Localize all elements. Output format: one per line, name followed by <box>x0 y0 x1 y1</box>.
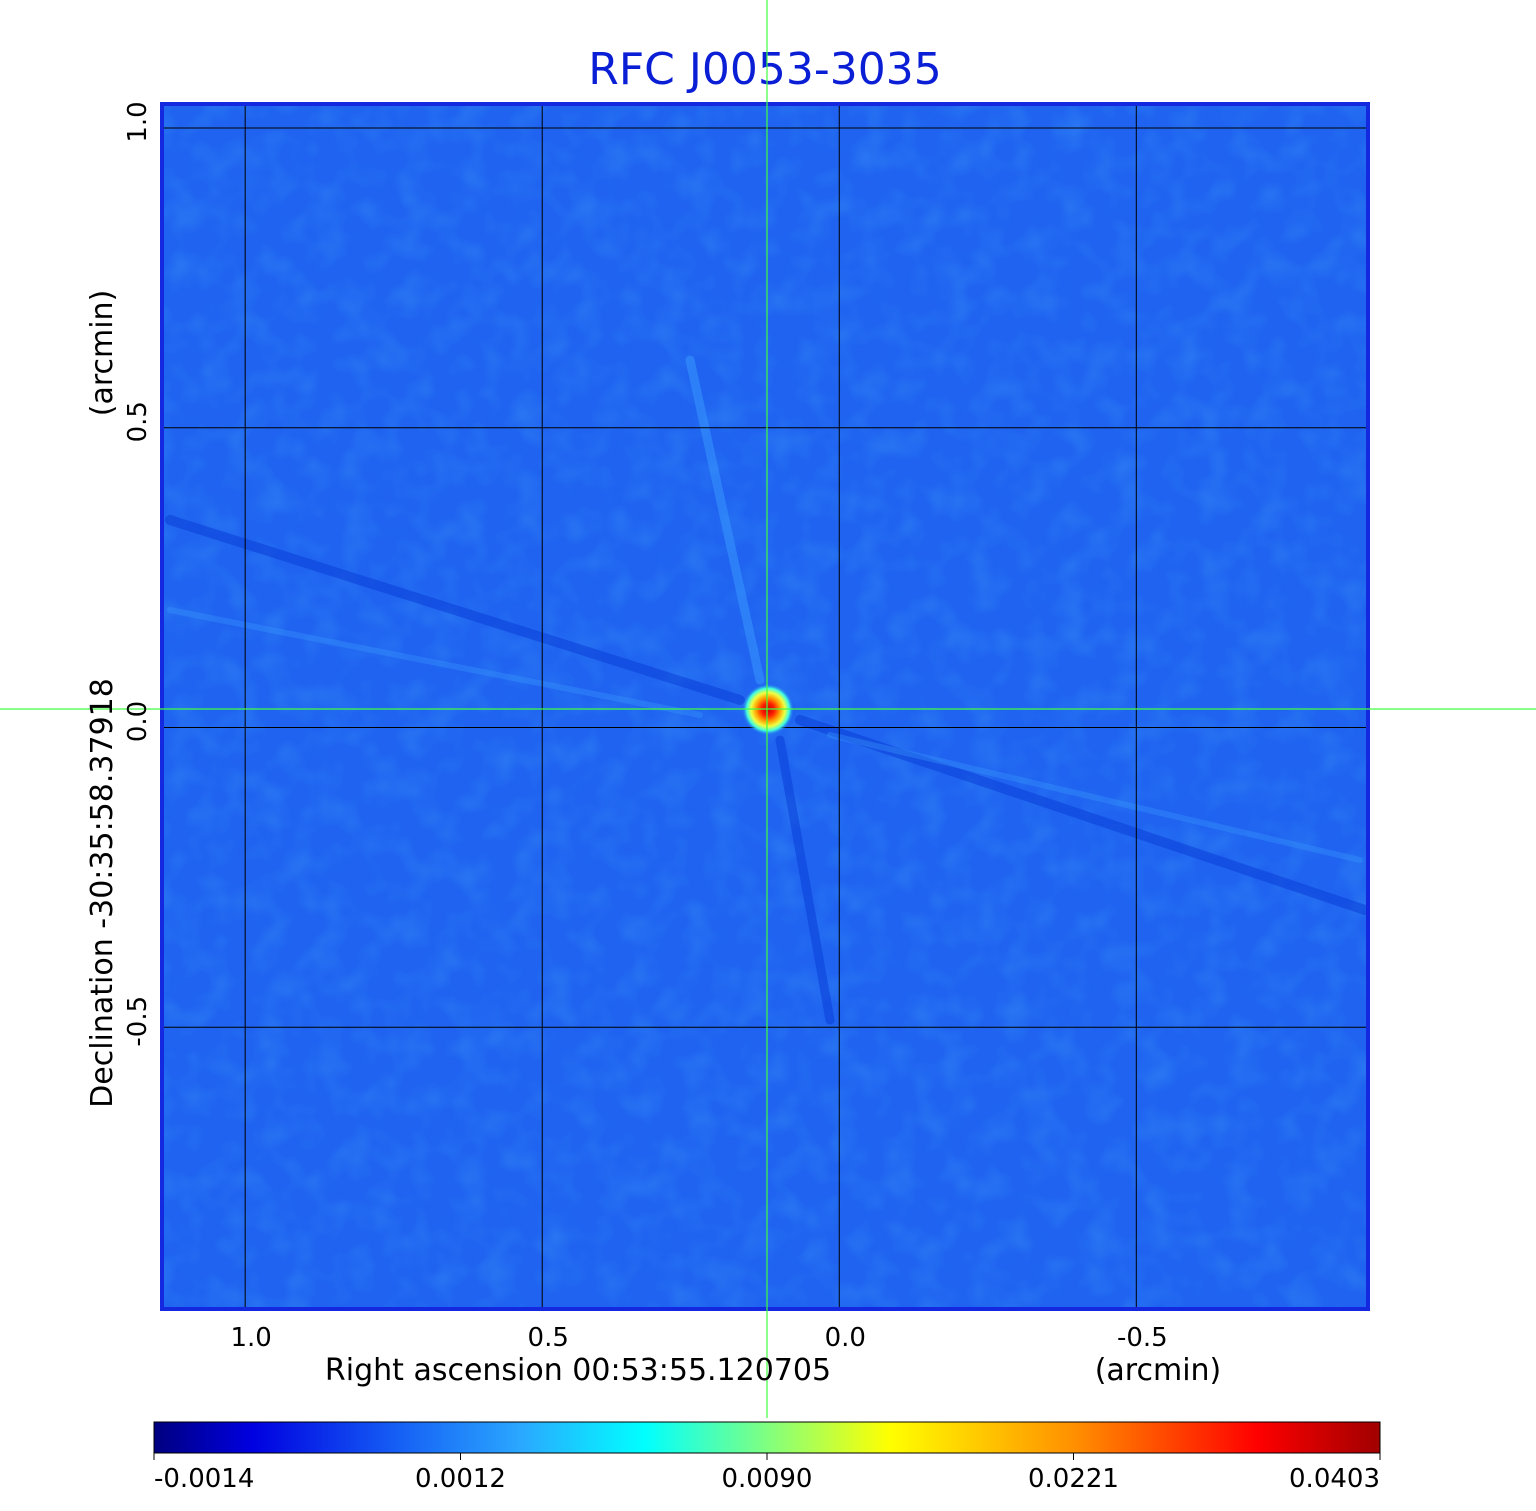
chart-title: RFC J0053-3035 <box>588 44 941 95</box>
crosshair <box>0 0 1536 1418</box>
y-tick-labels: 1.0 0.5 0.0 -0.5 <box>123 101 153 1046</box>
x-tick-label: 0.0 <box>825 1323 866 1353</box>
coordinate-grid <box>162 104 1368 1309</box>
y-axis-label: Declination -30:35:58.37918 <box>85 678 120 1108</box>
x-tick-label: 0.5 <box>528 1323 569 1353</box>
x-tick-label: -0.5 <box>1117 1323 1168 1353</box>
colorbar-tick-label: 0.0012 <box>415 1464 506 1494</box>
colorbar-tick-label: 0.0090 <box>722 1464 813 1494</box>
colorbar-tick-label: 0.0403 <box>1289 1464 1380 1494</box>
colorbar: -0.0014 0.0012 0.0090 0.0221 0.0403 <box>153 1421 1381 1494</box>
colorbar-gradient <box>153 1421 1381 1454</box>
y-tick-label: 0.5 <box>123 401 153 442</box>
sidelobe-streaks <box>165 355 1370 1025</box>
colorbar-tick-label: 0.0221 <box>1028 1464 1119 1494</box>
y-tick-label: 1.0 <box>123 101 153 142</box>
plot-area <box>160 102 1370 1311</box>
x-axis-unit: (arcmin) <box>1095 1353 1222 1388</box>
x-tick-label: 1.0 <box>230 1323 271 1353</box>
colorbar-tick-labels: -0.0014 0.0012 0.0090 0.0221 0.0403 <box>153 1453 1381 1494</box>
x-tick-labels: 1.0 0.5 0.0 -0.5 <box>230 1323 1167 1353</box>
y-tick-label: 0.0 <box>123 701 153 742</box>
y-axis-unit: (arcmin) <box>85 290 120 417</box>
colorbar-tick-label: -0.0014 <box>154 1464 254 1494</box>
x-axis-label: Right ascension 00:53:55.120705 <box>325 1353 831 1388</box>
plot-frame <box>160 102 1370 1311</box>
y-tick-label: -0.5 <box>123 996 153 1047</box>
